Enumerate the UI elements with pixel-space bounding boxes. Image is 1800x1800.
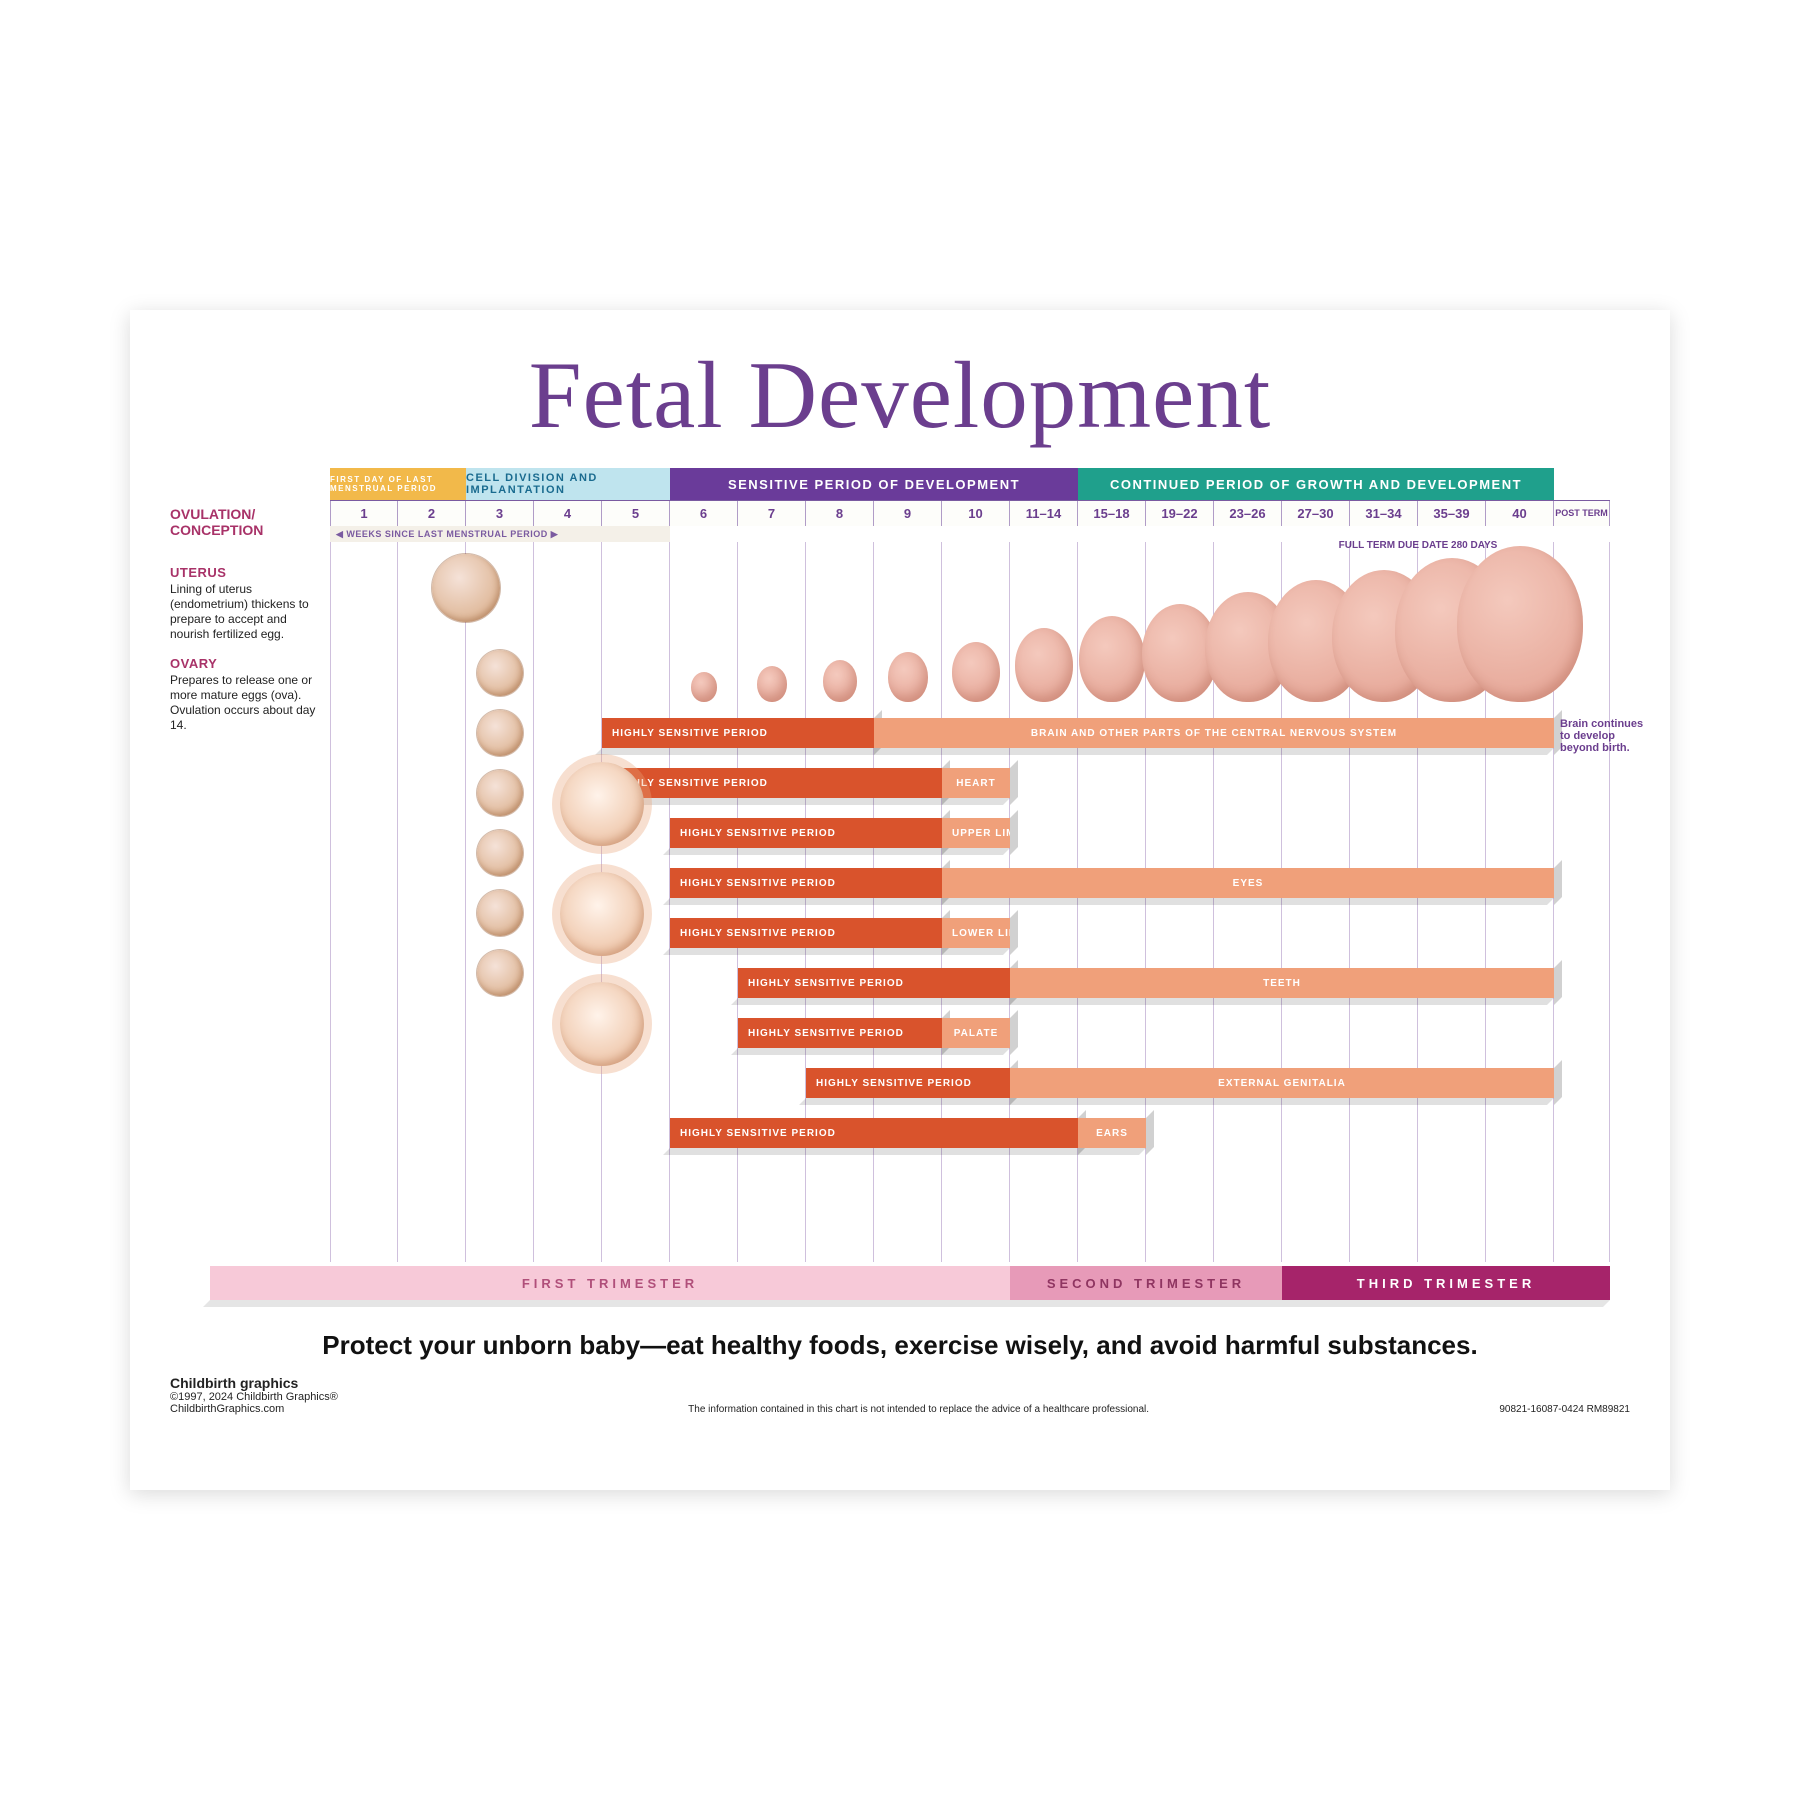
week-cell: 23–26	[1214, 501, 1282, 526]
product-codes: 90821-16087-0424 RM89821	[1499, 1404, 1630, 1415]
cell-icon	[477, 770, 523, 816]
trimester-segment: SECOND TRIMESTER	[1010, 1266, 1282, 1300]
trimester-row: FIRST TRIMESTERSECOND TRIMESTERTHIRD TRI…	[210, 1266, 1630, 1300]
week-cell: 5	[602, 501, 670, 526]
trimester-segment: THIRD TRIMESTER	[1282, 1266, 1610, 1300]
ovary-heading: OVARY	[170, 656, 325, 671]
week-number-row: 1234567891011–1415–1819–2223–2627–3031–3…	[330, 500, 1610, 526]
week-cell: 9	[874, 501, 942, 526]
week-cell: 10	[942, 501, 1010, 526]
left-column: UTERUS Lining of uterus (endometrium) th…	[170, 565, 325, 747]
ovary-text: Prepares to release one or more mature e…	[170, 673, 325, 733]
dev-row: HIGHLY SENSITIVE PERIODLOWER LIMBS	[330, 918, 1610, 956]
dev-row: HIGHLY SENSITIVE PERIODEARS	[330, 1118, 1610, 1156]
fetus-icon	[1015, 628, 1073, 702]
dev-bar: LOWER LIMBS	[942, 918, 1010, 948]
dev-bar: HIGHLY SENSITIVE PERIOD	[670, 918, 942, 948]
brand-block: Childbirth graphics ©1997, 2024 Childbir…	[170, 1375, 338, 1415]
advice-text: Protect your unborn baby—eat healthy foo…	[170, 1330, 1630, 1361]
disclaimer: The information contained in this chart …	[338, 1404, 1499, 1415]
week-cell: 19–22	[1146, 501, 1214, 526]
fetus-icon	[823, 660, 857, 702]
dev-note: Brain continues to develop beyond birth.	[1560, 718, 1650, 754]
week-cell: 35–39	[1418, 501, 1486, 526]
cell-icon	[477, 950, 523, 996]
dev-bar: EYES	[942, 868, 1554, 898]
brand-site: ChildbirthGraphics.com	[170, 1403, 284, 1415]
fetus-icon	[691, 672, 717, 702]
dev-bar: EARS	[1078, 1118, 1146, 1148]
week-cell: 6	[670, 501, 738, 526]
week-cell: 1	[330, 501, 398, 526]
cell-icon	[477, 830, 523, 876]
fetus-icon	[952, 642, 1000, 702]
dev-bar: HIGHLY SENSITIVE PERIOD	[602, 768, 942, 798]
ovulation-label: OVULATION/ CONCEPTION	[170, 506, 310, 538]
uterus-text: Lining of uterus (endometrium) thickens …	[170, 582, 325, 642]
phase-header: CELL DIVISION AND IMPLANTATION	[466, 468, 670, 500]
blastocyst-icon	[560, 982, 644, 1066]
phase-header-row: FIRST DAY OF LAST MENSTRUAL PERIODCELL D…	[330, 468, 1610, 500]
dev-bar: HIGHLY SENSITIVE PERIOD	[670, 868, 942, 898]
week-cell: 40	[1486, 501, 1554, 526]
cell-icon	[477, 650, 523, 696]
week-cell: 11–14	[1010, 501, 1078, 526]
blastocyst-icon	[560, 872, 644, 956]
week-cell: 8	[806, 501, 874, 526]
brand-name: Childbirth graphics	[170, 1375, 298, 1391]
poster-title: Fetal Development	[170, 340, 1630, 450]
trimester-segment: FIRST TRIMESTER	[210, 1266, 1010, 1300]
dev-bar: TEETH	[1010, 968, 1554, 998]
phase-header: SENSITIVE PERIOD OF DEVELOPMENT	[670, 468, 1078, 500]
dev-row: HIGHLY SENSITIVE PERIODEXTERNAL GENITALI…	[330, 1068, 1610, 1106]
cell-icon	[477, 890, 523, 936]
dev-bar: PALATE	[942, 1018, 1010, 1048]
phase-header: CONTINUED PERIOD OF GROWTH AND DEVELOPME…	[1078, 468, 1554, 500]
dev-row: HIGHLY SENSITIVE PERIODPALATE	[330, 1018, 1610, 1056]
footer: Childbirth graphics ©1997, 2024 Childbir…	[170, 1375, 1630, 1415]
week-cell: 31–34	[1350, 501, 1418, 526]
week-cell: 7	[738, 501, 806, 526]
copyright: ©1997, 2024 Childbirth Graphics®	[170, 1391, 338, 1403]
week-cell: 2	[398, 501, 466, 526]
week-cell: 27–30	[1282, 501, 1350, 526]
week-cell: 3	[466, 501, 534, 526]
poster: Fetal Development OVULATION/ CONCEPTION …	[130, 310, 1670, 1490]
week-cell: 15–18	[1078, 501, 1146, 526]
fetus-icon	[757, 666, 787, 702]
dev-bar: HIGHLY SENSITIVE PERIOD	[738, 1018, 942, 1048]
dev-bar: HIGHLY SENSITIVE PERIOD	[670, 818, 942, 848]
cell-icon	[477, 710, 523, 756]
fetus-icon	[1457, 546, 1583, 702]
chart-area: FULL TERM DUE DATE 280 DAYS HIGHLY SENSI…	[330, 542, 1610, 1262]
dev-bar: HIGHLY SENSITIVE PERIOD	[806, 1068, 1010, 1098]
fetus-icon	[1079, 616, 1145, 702]
dev-bar: HIGHLY SENSITIVE PERIOD	[670, 1118, 1078, 1148]
dev-bar: UPPER LIMBS	[942, 818, 1010, 848]
dev-bar: HEART	[942, 768, 1010, 798]
blastocyst-icon	[560, 762, 644, 846]
week-cell: 4	[534, 501, 602, 526]
fetus-icon	[888, 652, 928, 702]
dev-row: HIGHLY SENSITIVE PERIODEYES	[330, 868, 1610, 906]
ovum-icon	[432, 554, 500, 622]
dev-bar: HIGHLY SENSITIVE PERIOD	[738, 968, 1010, 998]
dev-bar: EXTERNAL GENITALIA	[1010, 1068, 1554, 1098]
phase-header: FIRST DAY OF LAST MENSTRUAL PERIOD	[330, 468, 466, 500]
uterus-heading: UTERUS	[170, 565, 325, 580]
dev-bar: BRAIN AND OTHER PARTS OF THE CENTRAL NER…	[874, 718, 1554, 748]
dev-bar: HIGHLY SENSITIVE PERIOD	[602, 718, 874, 748]
post-term-cell: POST TERM	[1554, 501, 1610, 526]
weeks-since-lmp-bar: ◀ WEEKS SINCE LAST MENSTRUAL PERIOD ▶	[330, 526, 670, 542]
